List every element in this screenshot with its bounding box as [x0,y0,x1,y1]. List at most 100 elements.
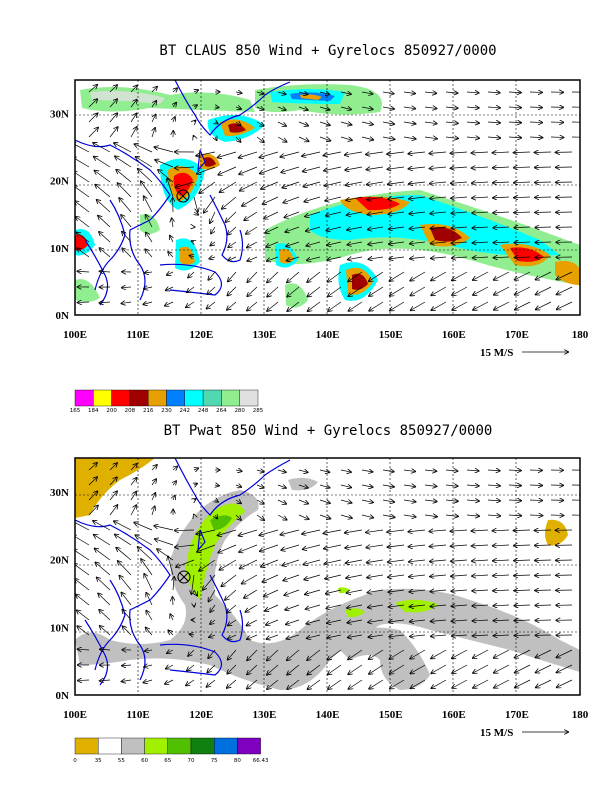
wind-vector [493,152,510,153]
wind-vector [122,665,132,666]
y-tick-label: 0N [56,310,70,322]
wind-vector [77,626,90,636]
colorbar-label: 264 [216,408,227,414]
wind-vector [175,545,195,547]
wind-vector [191,574,194,594]
wind-vector [287,664,300,675]
wind-vector [298,514,309,519]
wind-vector [122,610,132,621]
wind-vector [121,593,132,606]
wind-vector [424,515,437,517]
wind-vector [78,680,90,681]
wind-vector [122,302,132,303]
wind-vector [261,559,279,567]
wind-vector [430,167,447,169]
colorbar-swatch [144,737,169,755]
wind-vector [116,548,132,561]
wind-vector [431,605,447,606]
wind-vector [494,620,510,621]
wind-vector [387,530,405,532]
wind-vector [136,157,153,168]
wind-vector [472,197,489,198]
colorbar-swatch [166,389,185,407]
wind-vector [340,136,352,140]
wind-vector [97,578,111,591]
wind-vector [452,635,468,636]
wind-vector [222,196,237,209]
wind-vector [451,182,468,183]
wind-vector [367,197,384,200]
wind-vector [194,105,197,107]
wind-vector [247,634,258,639]
colorbar-swatch [147,389,167,407]
wind-vector [98,216,111,228]
wind-vector [285,226,300,232]
wind-vector [473,301,489,310]
wind-vector [326,226,342,231]
wind-vector [298,107,308,110]
wind-vector [256,122,263,126]
wind-vector [130,127,137,138]
panel-2-frame [74,457,581,696]
wind-vector [307,664,321,675]
wind-vector [345,151,363,155]
wind-vector [190,634,195,635]
wind-vector [215,122,218,123]
wind-vector [194,212,198,215]
colorbar-label: 248 [198,408,209,414]
wind-vector [326,589,342,594]
wind-vector [473,649,489,658]
wind-vector [138,169,153,183]
wind-vector [235,122,241,125]
wind-vectors [75,85,580,311]
wind-vector [535,197,552,198]
wind-vector [324,166,342,171]
wind-vector [431,286,447,295]
wind-vector [261,181,279,189]
wind-vector [348,664,363,674]
wind-vector [188,271,195,277]
wind-vector [493,605,510,606]
wind-vector [298,136,309,141]
wind-vector [451,152,468,153]
wind-vector [304,559,321,564]
wind-vector [173,117,175,123]
wind-vector [409,575,426,577]
wind-vector [536,301,552,309]
wind-vector [264,589,279,596]
wind-vector [494,242,510,243]
colorbar-swatch [93,389,112,407]
wind-vector [346,181,363,185]
wind-vector [451,575,468,576]
wind-vector [451,530,468,531]
wind-vector [267,634,279,639]
wind-vector [324,544,342,549]
wind-vector [170,614,173,621]
wind-vector [430,590,447,592]
wind-vector [382,515,394,517]
wind-vector [88,113,98,123]
wind-vector [77,233,90,243]
wind-vector [277,514,287,520]
wind-vector [557,286,573,294]
wind-vector [196,151,216,156]
wind-vector [409,182,426,184]
wind-vector [515,286,531,295]
wind-vector [98,594,111,606]
colorbar-label: 280 [234,408,245,414]
wind-vector [247,256,258,261]
wind-vector [287,634,300,639]
wind-vector [328,679,342,689]
wind-vector [514,530,531,531]
wind-vector [410,257,426,259]
wind-vector [445,485,458,486]
wind-vector [280,151,300,157]
colorbar-swatch [213,737,238,755]
wind-vector [246,226,258,234]
wind-vector [536,271,552,280]
wind-vector [197,166,216,174]
wind-vector [304,181,321,187]
wind-vector [146,593,153,606]
wind-vector [451,605,468,606]
wind-vector [95,171,111,183]
